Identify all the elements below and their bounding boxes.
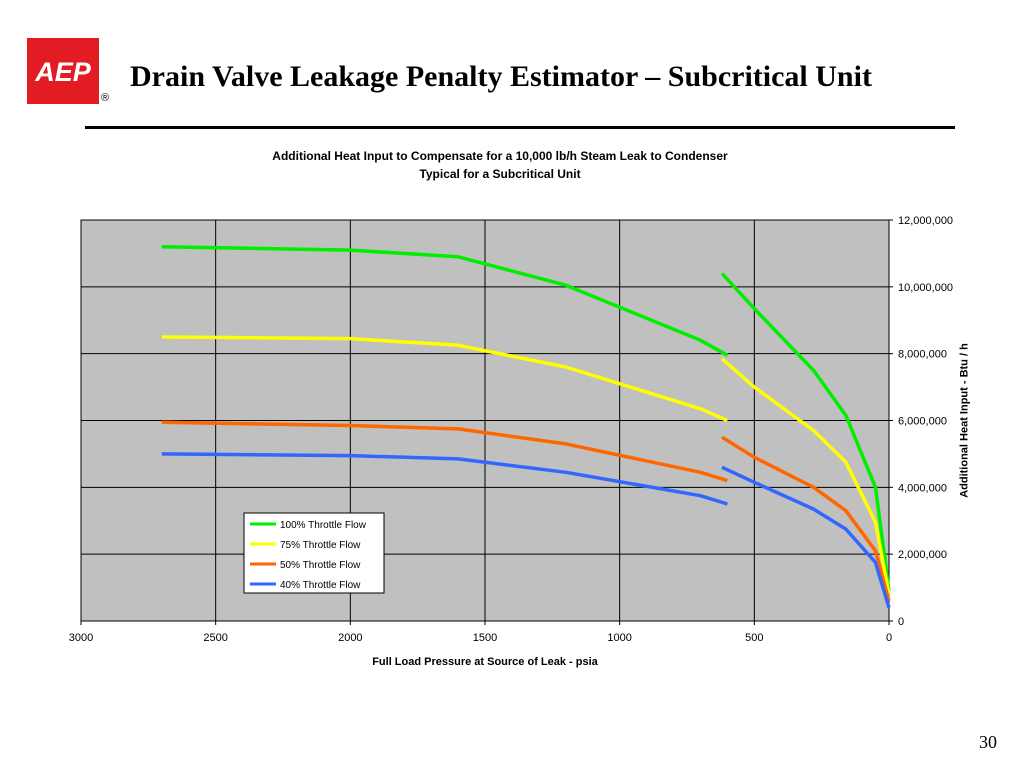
series-line [161, 452, 728, 506]
legend-label: 50% Throttle Flow [280, 560, 361, 571]
registered-mark: ® [101, 92, 109, 104]
y-tick-label: 2,000,000 [898, 549, 947, 561]
logo-text: AEP [34, 57, 92, 87]
legend: 100% Throttle Flow 75% Throttle Flow 50% T… [243, 512, 385, 594]
x-axis-ticks: 3000 2500 2000 1500 1000 500 0 [69, 621, 892, 644]
title-divider [85, 126, 955, 129]
x-tick-label: 1500 [473, 632, 497, 644]
x-tick-label: 500 [745, 632, 763, 644]
y-tick-label: 10,000,000 [898, 282, 953, 294]
series-line [720, 357, 891, 595]
series-line [720, 272, 891, 592]
aep-logo: AEP ® [27, 38, 109, 104]
x-tick-label: 3000 [69, 632, 93, 644]
page-number: 30 [979, 732, 997, 752]
legend-label: 75% Throttle Flow [280, 540, 361, 551]
y-tick-label: 6,000,000 [898, 416, 947, 428]
series-line [161, 420, 728, 483]
legend-label: 40% Throttle Flow [280, 580, 361, 591]
series-line [721, 435, 891, 602]
y-tick-label: 0 [898, 616, 904, 628]
y-axis-label: Additional Heat Input - Btu / h [959, 343, 971, 498]
y-tick-label: 8,000,000 [898, 349, 947, 361]
x-tick-label: 0 [886, 632, 892, 644]
x-tick-label: 2500 [203, 632, 227, 644]
legend-box [243, 512, 385, 594]
y-tick-label: 12,000,000 [898, 215, 953, 227]
x-axis-label: Full Load Pressure at Source of Leak - p… [372, 656, 598, 668]
slide-title: Drain Valve Leakage Penalty Estimator – … [130, 60, 872, 93]
logo-red-box [27, 38, 99, 104]
y-axis-ticks: 0 2,000,000 4,000,000 6,000,000 8,000,000 10,… [889, 215, 953, 628]
chart-subtitle: Typical for a Subcritical Unit [419, 167, 581, 181]
series-lines [161, 244, 891, 609]
x-tick-label: 1000 [607, 632, 631, 644]
x-tick-label: 2000 [338, 632, 362, 644]
series-line [161, 335, 729, 423]
series-line [161, 244, 729, 357]
y-tick-label: 4,000,000 [898, 482, 947, 494]
chart-title: Additional Heat Input to Compensate for … [272, 149, 728, 163]
legend-label: 100% Throttle Flow [280, 520, 367, 531]
series-line [721, 465, 891, 609]
